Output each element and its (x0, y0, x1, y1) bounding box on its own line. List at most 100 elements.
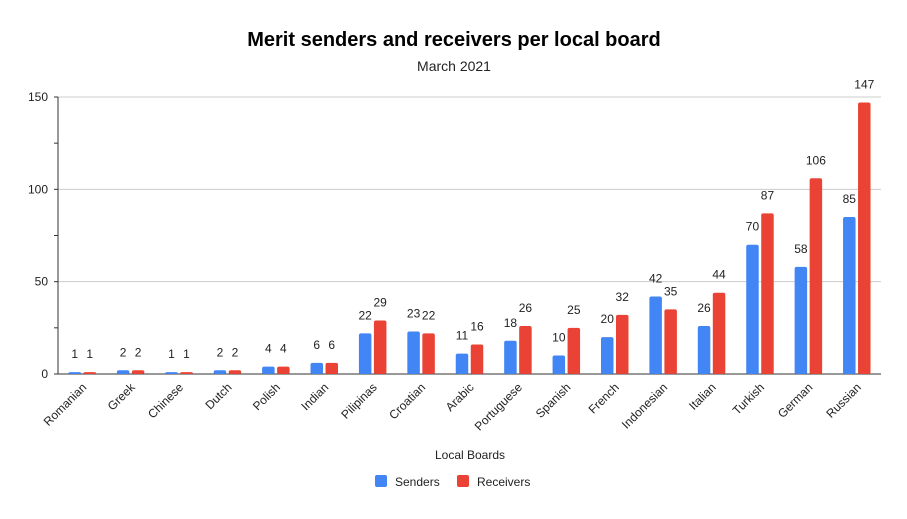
legend-label: Senders (395, 475, 440, 489)
legend-label: Receivers (477, 475, 530, 489)
data-label: 6 (328, 338, 335, 352)
x-tick-label: Romanian (41, 380, 90, 429)
data-label: 22 (422, 308, 436, 322)
data-label: 18 (504, 316, 518, 330)
x-tick-label: Indonesian (619, 380, 670, 431)
data-label: 2 (120, 345, 127, 359)
bar-receivers (373, 320, 387, 374)
data-label: 29 (373, 295, 387, 309)
bar-senders (649, 296, 662, 374)
bar-senders (213, 370, 227, 374)
data-label: 44 (712, 268, 726, 282)
data-label: 26 (697, 301, 711, 315)
bar-senders (310, 362, 324, 374)
bar-senders (746, 244, 759, 374)
bar-senders (600, 337, 614, 374)
bar-receivers (131, 370, 145, 374)
data-label: 6 (313, 338, 320, 352)
data-label: 1 (183, 347, 190, 361)
x-tick-label: Dutch (202, 380, 234, 412)
data-label: 20 (601, 312, 615, 326)
bars (68, 102, 871, 374)
bar-receivers (422, 333, 435, 374)
data-label: 70 (746, 220, 760, 234)
bar-receivers (325, 362, 339, 374)
y-axis: 0 50 100 150 (28, 90, 881, 381)
data-label: 85 (843, 192, 857, 206)
x-tick-label: Greek (105, 380, 139, 414)
data-label: 42 (649, 271, 663, 285)
bar-receivers (664, 309, 677, 374)
data-label: 16 (470, 319, 484, 333)
y-tick-label: 0 (41, 367, 48, 381)
x-tick-label: Turkish (730, 380, 767, 417)
x-axis: Romanian Greek Chinese Dutch Polish Indian Pil… (41, 380, 864, 434)
x-tick-label: Polish (250, 380, 283, 413)
y-tick-label: 50 (35, 275, 49, 289)
data-label: 4 (280, 342, 287, 356)
bar-senders (552, 355, 566, 374)
bar-receivers (519, 325, 532, 374)
bar-receivers (615, 314, 629, 374)
data-label: 2 (232, 345, 239, 359)
y-tick-label: 100 (28, 182, 48, 196)
legend-swatch (457, 475, 469, 487)
chart-title: Merit senders and receivers per local bo… (247, 29, 661, 51)
bar-receivers (712, 292, 726, 374)
data-label: 11 (456, 329, 469, 343)
bar-senders (358, 333, 372, 374)
data-label: 106 (806, 153, 826, 167)
bar-receivers (228, 370, 242, 374)
bar-receivers (83, 372, 96, 374)
chart-subtitle: March 2021 (417, 58, 491, 74)
data-label: 32 (616, 290, 630, 304)
bar-senders (165, 372, 178, 374)
x-tick-label: German (775, 380, 816, 421)
data-label: 22 (358, 308, 372, 322)
x-tick-label: Arabic (443, 380, 477, 414)
legend: Senders Receivers (375, 475, 530, 489)
bar-receivers (858, 102, 871, 374)
x-tick-label: Spanish (533, 380, 574, 421)
data-label: 23 (407, 307, 421, 321)
bar-receivers (761, 213, 774, 374)
data-label: 2 (135, 345, 142, 359)
bar-receivers (567, 327, 581, 374)
bar-senders (68, 372, 81, 374)
x-tick-label: French (586, 380, 622, 416)
bar-receivers (277, 366, 290, 374)
data-label: 2 (217, 345, 224, 359)
data-label: 87 (761, 188, 775, 202)
x-tick-label: Russian (823, 380, 864, 421)
bar-senders (504, 340, 517, 374)
data-label: 35 (664, 284, 678, 298)
x-tick-label: Pilipinas (338, 380, 380, 422)
data-label: 1 (86, 347, 93, 361)
data-label: 26 (519, 301, 533, 315)
x-tick-label: Croatian (386, 380, 428, 422)
bar-receivers (180, 372, 193, 374)
bar-senders (455, 353, 469, 374)
data-label: 1 (71, 347, 78, 361)
bar-senders (794, 266, 808, 374)
legend-swatch (375, 475, 387, 487)
x-axis-title: Local Boards (435, 448, 505, 462)
bar-senders (843, 217, 856, 374)
bar-receivers (809, 178, 823, 374)
bar-receivers (470, 344, 484, 374)
x-tick-label: Indian (298, 380, 331, 413)
bar-senders (116, 370, 130, 374)
x-tick-label: Portuguese (472, 380, 526, 434)
x-tick-label: Italian (686, 380, 719, 413)
x-tick-label: Chinese (145, 380, 186, 421)
bar-senders (262, 366, 275, 374)
bar-senders (407, 331, 420, 374)
bar-senders (697, 325, 711, 374)
data-label: 4 (265, 342, 272, 356)
data-label: 147 (854, 78, 874, 92)
gridlines (58, 96, 881, 283)
data-label: 25 (567, 303, 581, 317)
